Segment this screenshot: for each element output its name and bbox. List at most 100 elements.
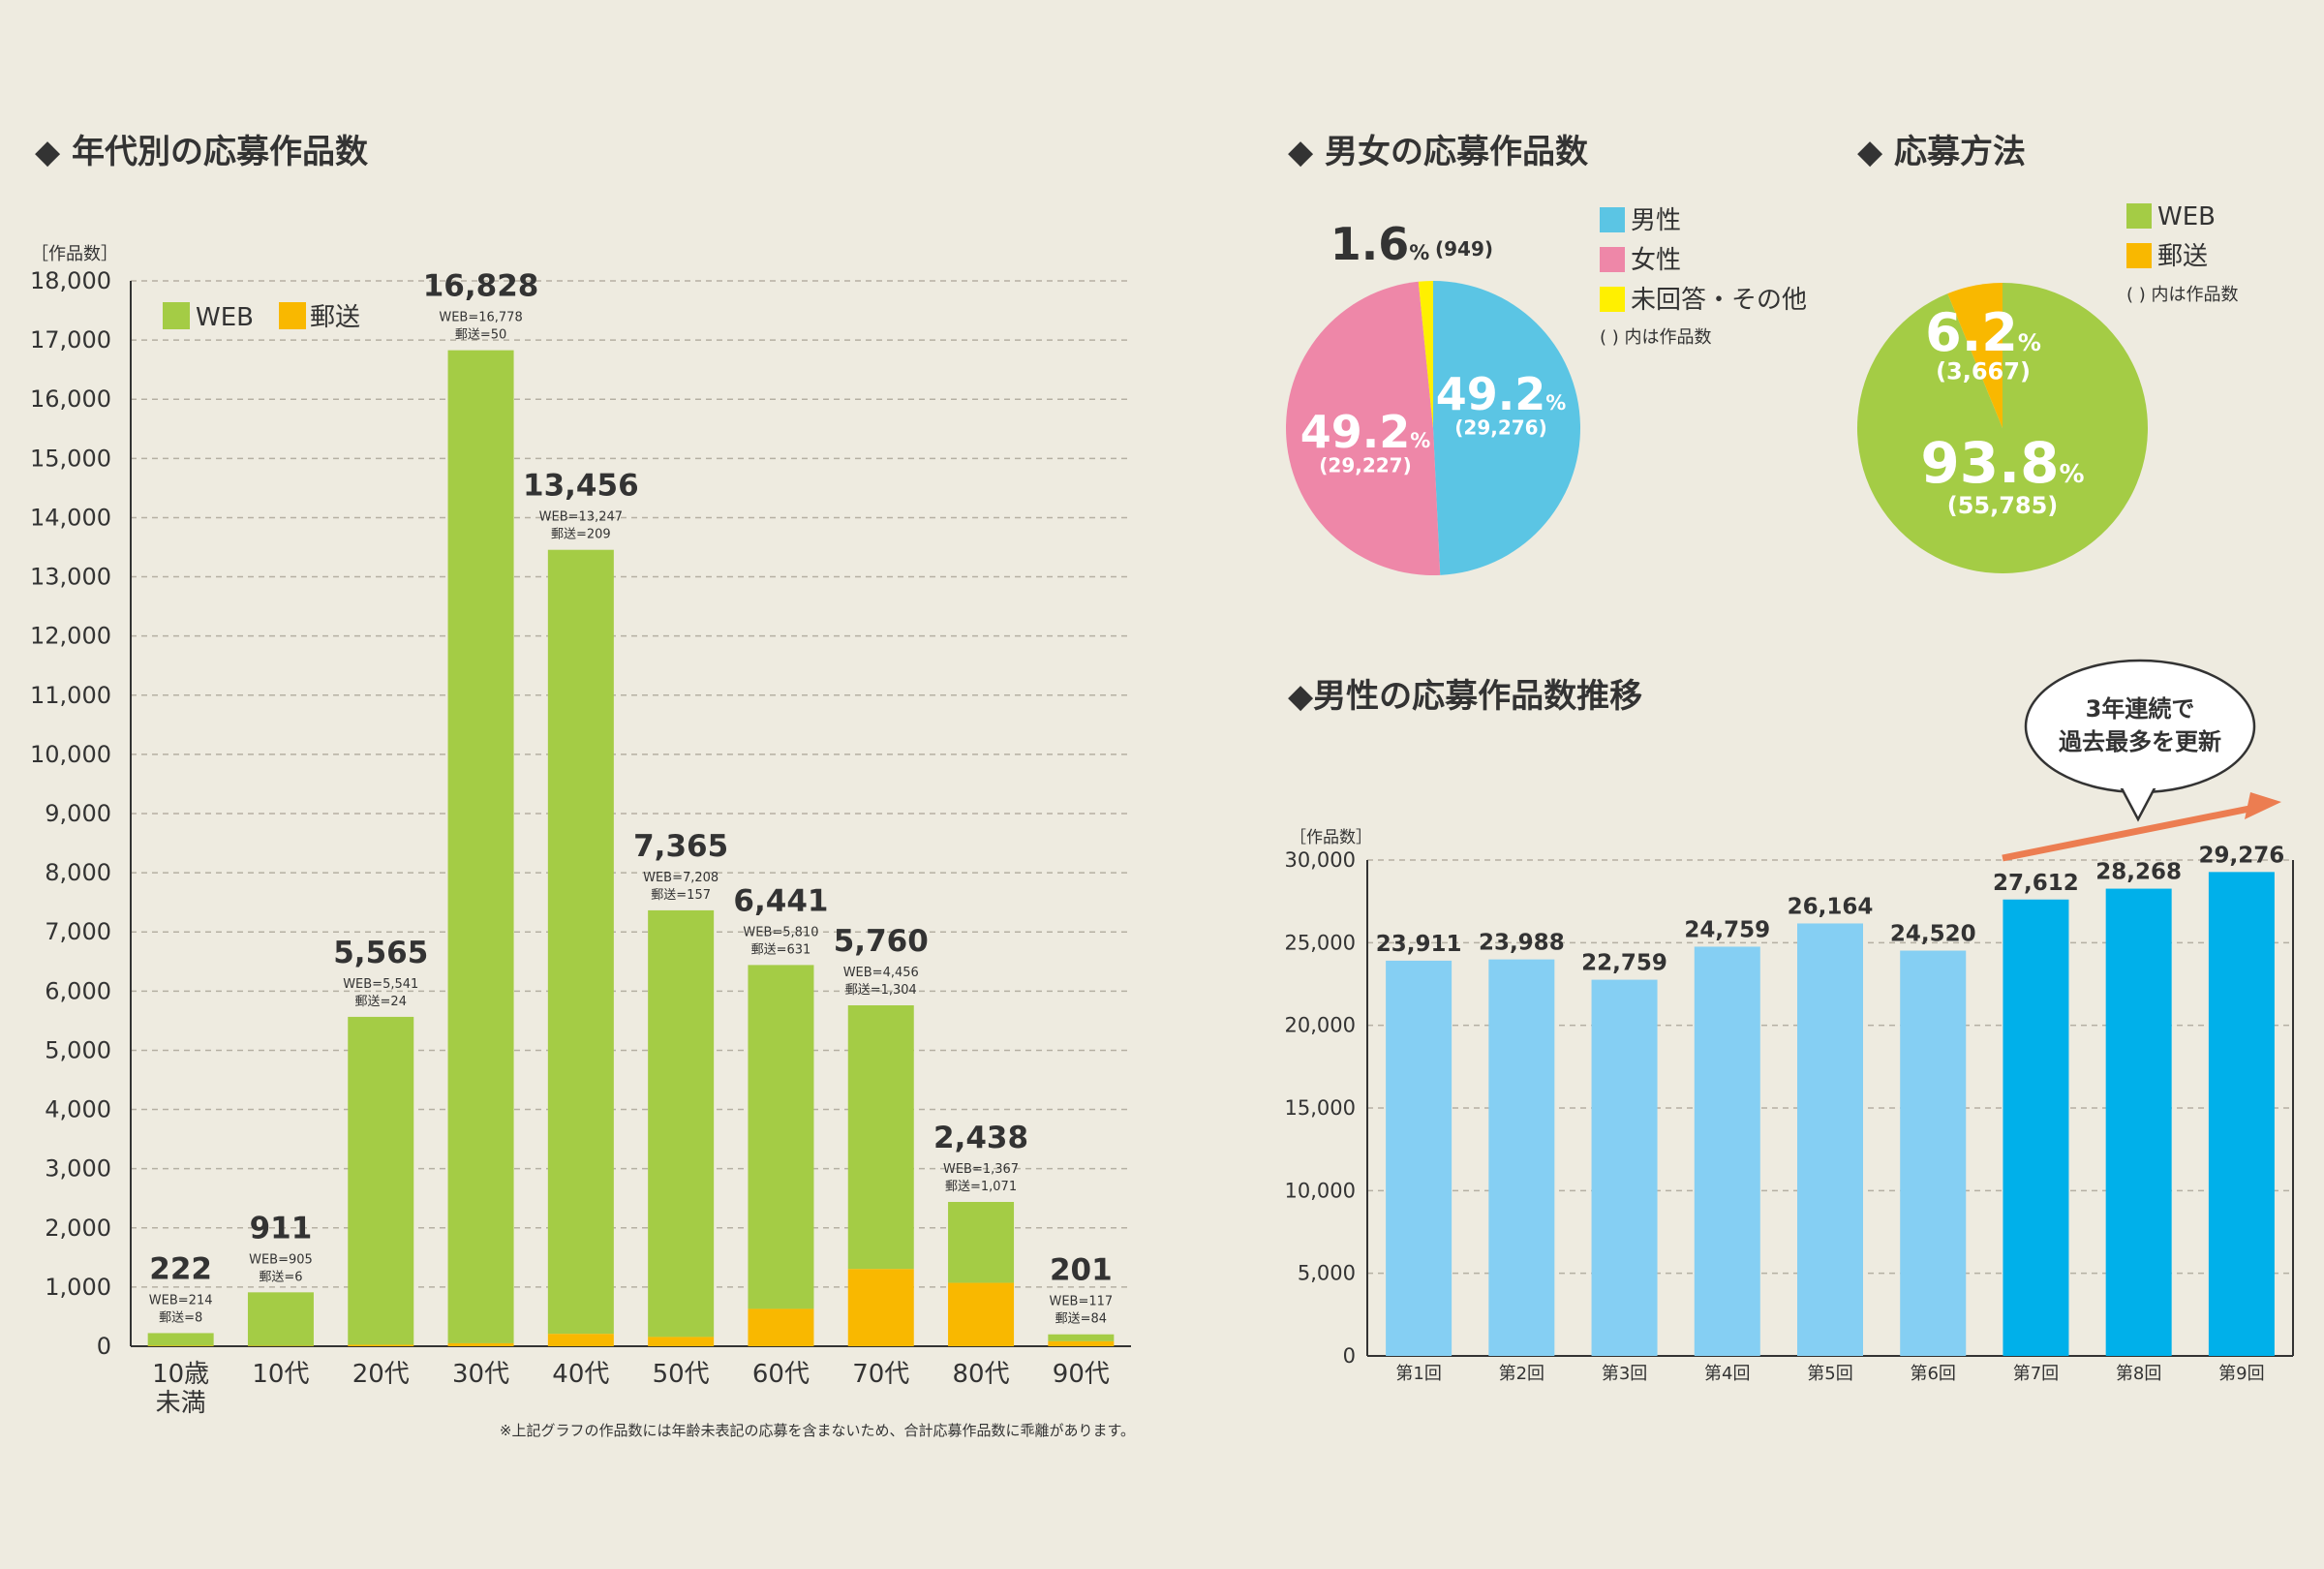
legend-mail-swatch [279,302,306,329]
age-y-tick-label: 3,000 [45,1155,111,1183]
gender-slice [1286,281,1441,575]
trend-x-tick-label: 第9回 [2218,1364,2264,1384]
trend-x-tick-label: 第1回 [1395,1364,1441,1384]
age-x-tick-label: 30代 [452,1360,509,1389]
legend-other-swatch [1600,287,1625,312]
legend-female-label: 女性 [1631,246,1681,275]
trend-arrow-shaft [2002,804,2255,862]
age-bar-web [247,1292,314,1346]
age-bar-mail-label: 郵送=50 [455,328,506,343]
age-bar-total-label: 13,456 [523,469,639,504]
age-bar-web-label: WEB=214 [149,1293,213,1308]
age-y-tick-label: 18,000 [30,267,111,294]
gender-legend-note: ( ) 内は作品数 [1600,327,1712,348]
age-x-tick-label: 80代 [953,1360,1010,1389]
trend-x-tick-label: 第8回 [2116,1364,2161,1384]
age-footnote: ※上記グラフの作品数には年齢未表記の応募を含まないため、合計応募作品数に乖離があ… [500,1422,1135,1439]
trend-bar [2003,899,2069,1356]
trend-unit-label: ［作品数］ [1290,828,1372,847]
trend-bar-value-label: 26,164 [1788,894,1874,919]
age-bar-mail-label: 郵送=24 [355,995,407,1009]
age-chart: 0 1,000 2,000 3,000 4,000 5,000 6,000 7,000 8,00… [30,267,1131,1418]
age-y-tick-label: 5,000 [45,1036,111,1063]
age-y-tick-label: 16,000 [30,385,111,413]
trend-bar-value-label: 29,276 [2199,843,2285,868]
age-section-title: ◆ 年代別の応募作品数 [35,133,368,171]
trend-section-title: ◆男性の応募作品数推移 [1288,677,1642,716]
age-x-tick-label: 未満 [156,1389,206,1418]
callout-line-1: 3年連続で [2086,695,2195,723]
age-legend: WEB 郵送 [163,302,360,332]
gender-count-label: (29,227) [1319,453,1411,477]
legend-female-swatch [1600,247,1625,272]
age-bar-total-label: 5,565 [333,936,428,970]
callout-tail [2118,784,2158,822]
method-section-title: ◆ 応募方法 [1857,133,2026,171]
gender-slice [1418,281,1433,428]
age-y-tick-label: 8,000 [45,859,111,886]
age-bar-mail [648,1337,715,1346]
age-bar-mail [348,1344,414,1346]
age-bar-total-label: 2,438 [933,1121,1028,1155]
age-x-tick-label: 40代 [552,1360,609,1389]
legend-other-label: 未回答・その他 [1631,286,1807,315]
trend-bar-value-label: 24,520 [1890,922,1976,947]
legend-method-web-swatch [2126,203,2152,229]
trend-y-tick-label: 0 [1343,1344,1356,1368]
gender-pie-chart: 49.2%(29,276)49.2%(29,227)1.6% (949) [1286,218,1580,575]
trend-bar [1900,950,1967,1356]
age-bar-web-label: WEB=905 [249,1252,313,1267]
trend-bar-value-label: 23,911 [1376,932,1462,957]
age-bar-web-label: WEB=4,456 [843,966,919,980]
trend-y-tick-label: 10,000 [1285,1179,1356,1202]
trend-y-tick-label: 5,000 [1298,1262,1356,1285]
trend-x-tick-label: 第4回 [1704,1364,1750,1384]
age-bar-total-label: 201 [1050,1253,1113,1288]
age-y-tick-label: 17,000 [30,326,111,354]
method-slice [1947,283,2003,428]
age-bar-web [847,1005,914,1270]
trend-bar-value-label: 22,759 [1581,951,1667,976]
age-bar-web [748,965,814,1309]
trend-y-tick-label: 20,000 [1285,1014,1356,1037]
age-bar-mail [447,1342,514,1346]
trend-bar-value-label: 27,612 [1993,871,2079,896]
age-bar-mail-label: 郵送=1,304 [845,983,917,998]
method-slice [1857,283,2149,574]
age-bar-total-label: 16,828 [423,269,539,304]
age-bar-web [1048,1334,1115,1341]
age-bar-web [648,909,715,1338]
age-bar-mail-label: 郵送=631 [751,942,811,957]
trend-bar [1386,960,1452,1356]
callout-line-2: 過去最多を更新 [2059,728,2221,755]
age-bar-web-label: WEB=13,247 [539,510,623,525]
trend-y-tick-label: 25,000 [1285,931,1356,954]
trend-bar [1488,959,1555,1356]
age-bar-total-label: 911 [250,1211,313,1246]
age-bar-web [447,350,514,1343]
trend-bar-value-label: 28,268 [2095,860,2182,885]
callout-tail-cover [2117,779,2159,788]
age-bar-total-label: 7,365 [633,829,728,864]
method-legend: WEB 郵送 ( ) 内は作品数 [2126,202,2239,305]
age-bar-web-label: WEB=117 [1049,1295,1113,1309]
record-callout: 3年連続で 過去最多を更新 [2002,659,2281,862]
age-bar-web [348,1016,414,1345]
age-y-tick-label: 0 [97,1333,111,1360]
age-bar-mail-label: 郵送=157 [651,888,711,903]
age-y-tick-label: 2,000 [45,1215,111,1242]
age-bar-mail-label: 郵送=6 [259,1270,302,1284]
age-bar-mail [847,1269,914,1346]
legend-mail-label: 郵送 [310,303,360,332]
method-percent-label: 6.2% [1925,302,2041,363]
age-bar-web-label: WEB=5,541 [343,977,418,992]
age-y-tick-label: 4,000 [45,1096,111,1123]
age-bar-mail-label: 郵送=8 [159,1310,202,1325]
age-bar-web-label: WEB=16,778 [439,311,522,325]
method-legend-note: ( ) 内は作品数 [2126,285,2239,305]
age-bar-total-label: 6,441 [733,883,828,918]
gender-percent-label: 49.2% [1300,406,1431,458]
age-bar-mail-label: 郵送=84 [1055,1312,1107,1327]
trend-chart: 0 5,000 10,000 15,000 20,000 25,000 30,000 23,9… [1285,843,2294,1384]
trend-y-tick-label: 15,000 [1285,1096,1356,1120]
